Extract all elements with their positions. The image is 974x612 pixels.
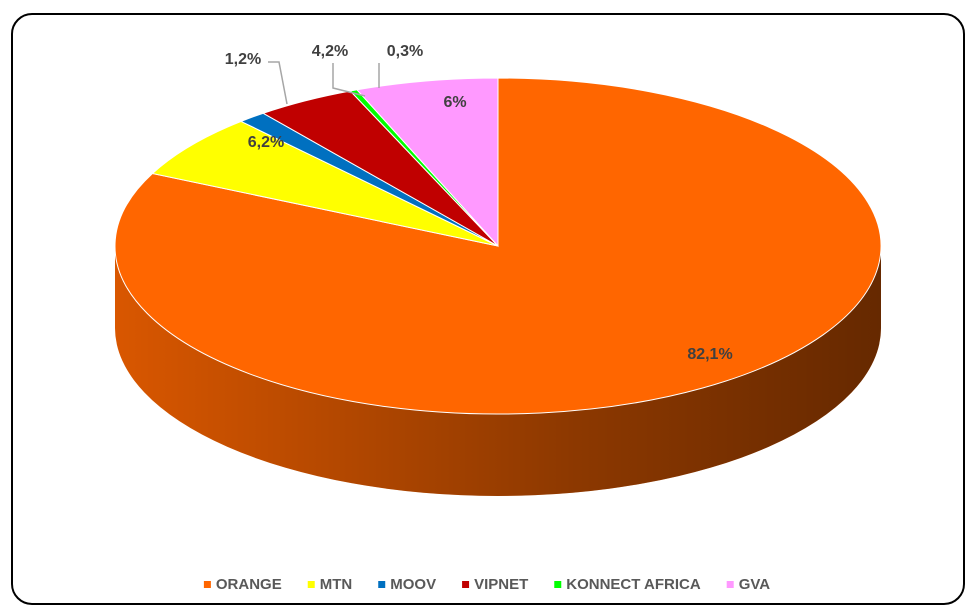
pie-sides [115,246,881,496]
legend-swatch [378,581,386,588]
data-label: 6% [443,94,466,111]
legend-label: MTN [320,576,353,593]
leader-line [332,63,366,97]
pie-tops [114,77,882,415]
data-label: 6,2% [248,134,284,151]
data-label: 82,1% [687,346,732,363]
legend-label: GVA [739,576,771,593]
data-label: 4,2% [312,43,348,60]
pie-slice [356,77,499,248]
legend-label: MOOV [390,576,436,593]
legend-label: KONNECT AFRICA [566,576,701,593]
legend-label: ORANGE [216,576,282,593]
legend-swatch [203,581,211,588]
legend-swatch [554,581,562,588]
legend-swatch [462,581,470,588]
legend-swatch [307,581,315,588]
legend-label: VIPNET [474,576,528,593]
data-labels: 82,1% 6,2% 1,2% 4,2% 0,3% 6% [225,43,733,363]
data-label: 1,2% [225,51,261,68]
side-shade [115,246,881,496]
data-label: 0,3% [387,43,423,60]
leader-line [268,61,288,105]
pie-slice [151,120,499,247]
legend-swatch [726,581,734,588]
legend: ORANGE MTN MOOV VIPNET KONNECT AFRICA GVA [203,576,771,593]
